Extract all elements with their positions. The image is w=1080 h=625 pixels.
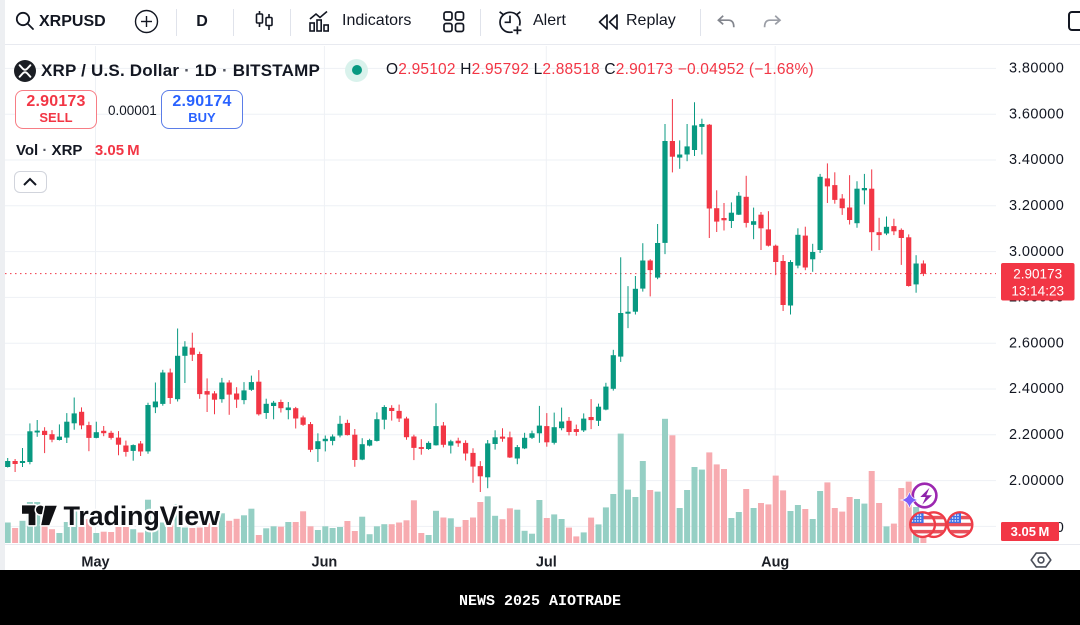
svg-text:2.40000: 2.40000 — [1009, 381, 1064, 397]
svg-text:TradingView: TradingView — [64, 501, 222, 531]
svg-text:Jul: Jul — [536, 555, 557, 571]
svg-text:2.20000: 2.20000 — [1009, 427, 1064, 443]
svg-text:3.20000: 3.20000 — [1009, 198, 1064, 214]
svg-text:3.80000: 3.80000 — [1009, 61, 1064, 77]
svg-text:2.90173: 2.90173 — [1013, 267, 1062, 282]
svg-text:13:14:23: 13:14:23 — [1011, 284, 1064, 299]
svg-text:3.05 M: 3.05 M — [1011, 524, 1050, 539]
svg-text:May: May — [81, 555, 109, 571]
svg-text:3.60000: 3.60000 — [1009, 106, 1064, 122]
svg-text:3.40000: 3.40000 — [1009, 152, 1064, 168]
svg-text:Aug: Aug — [761, 555, 789, 571]
svg-text:Jun: Jun — [312, 555, 338, 571]
svg-text:2.60000: 2.60000 — [1009, 335, 1064, 351]
svg-text:3.00000: 3.00000 — [1009, 244, 1064, 260]
svg-text:2.00000: 2.00000 — [1009, 473, 1064, 489]
